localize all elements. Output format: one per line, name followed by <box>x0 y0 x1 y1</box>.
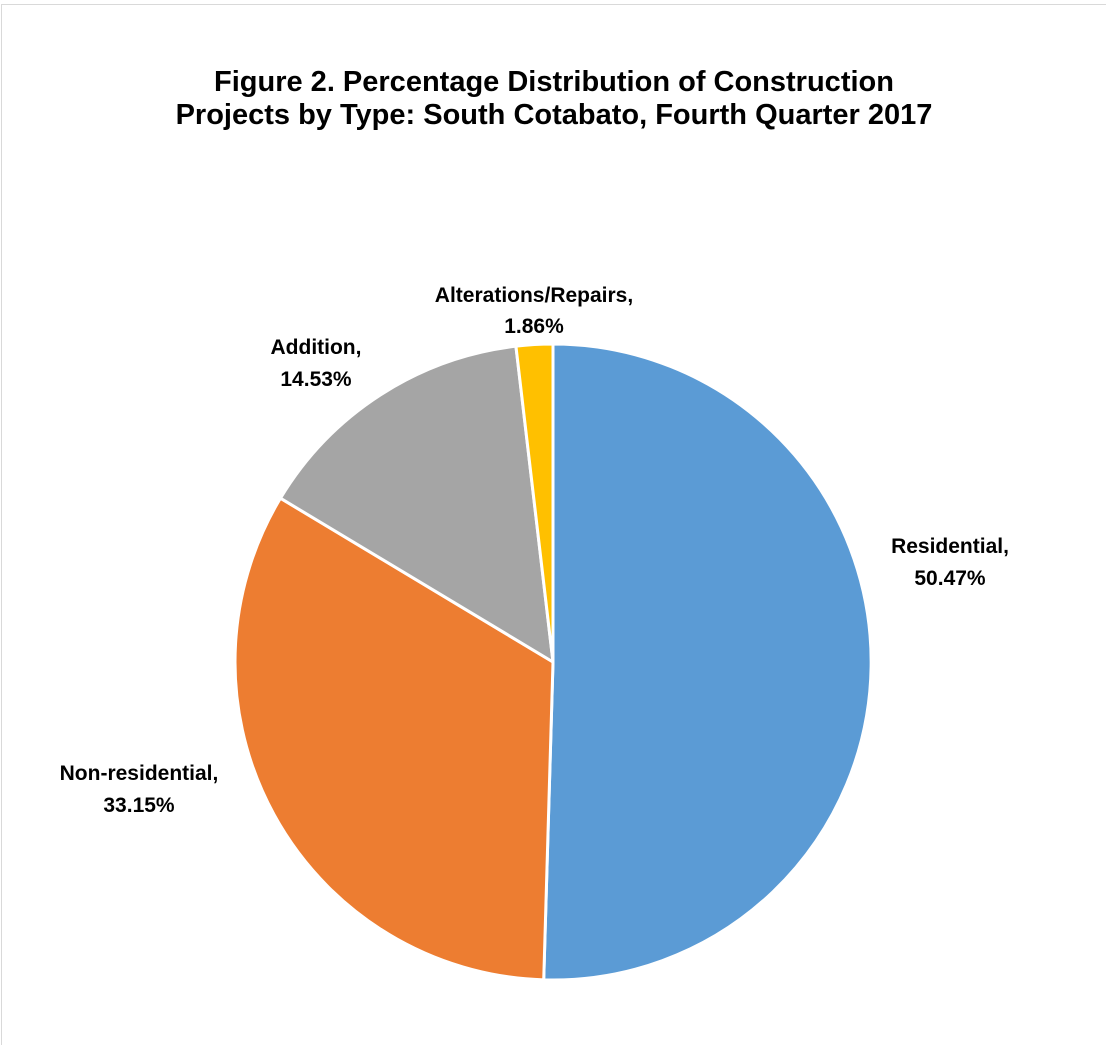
chart-title: Figure 2. Percentage Distribution of Con… <box>0 66 1108 132</box>
chart-title-line-2: Projects by Type: South Cotabato, Fourth… <box>175 99 933 131</box>
pie-slice-alterations-repairs <box>514 342 555 664</box>
data-label-non-residential-name: Non-residential, <box>60 762 219 785</box>
pie-slice-non-residential <box>233 496 555 982</box>
data-label-alterations-repairs-value: 1.86% <box>504 315 564 338</box>
data-label-non-residential: Non-residential, 33.15% <box>60 762 219 817</box>
data-label-non-residential-value: 33.15% <box>103 794 175 817</box>
data-label-residential-value: 50.47% <box>914 567 986 590</box>
data-label-addition-value: 14.53% <box>280 368 352 391</box>
pie-slice-addition <box>278 344 555 664</box>
pie-slice-residential <box>542 342 873 982</box>
chart-title-line-1: Figure 2. Percentage Distribution of Con… <box>214 66 894 98</box>
data-label-alterations-repairs-name: Alterations/Repairs, <box>435 284 633 307</box>
data-label-addition: Addition, 14.53% <box>271 336 362 391</box>
data-label-residential: Residential, 50.47% <box>891 535 1009 590</box>
data-label-residential-name: Residential, <box>891 535 1009 558</box>
data-label-alterations-repairs: Alterations/Repairs, 1.86% <box>435 284 633 338</box>
data-label-addition-name: Addition, <box>271 336 362 359</box>
